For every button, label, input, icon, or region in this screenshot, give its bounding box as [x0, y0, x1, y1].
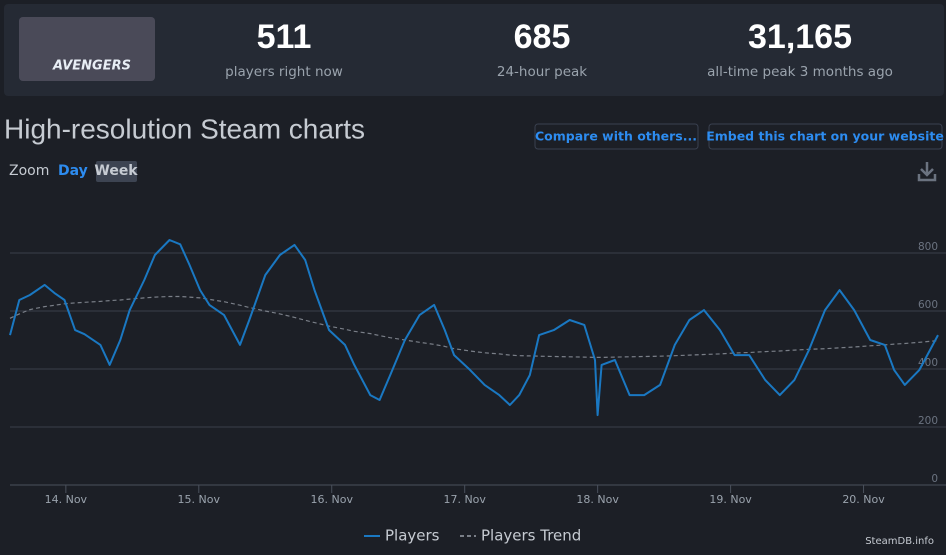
- stat-value: 31,165: [748, 18, 852, 56]
- game-logo: AVENGERS: [52, 59, 131, 74]
- zoom-week[interactable]: Week: [94, 163, 138, 179]
- x-tick-label: 14. Nov: [45, 493, 88, 506]
- trend-line: [9, 295, 939, 358]
- compare-button[interactable]: [534, 123, 699, 150]
- stat-label: players right now: [225, 64, 343, 80]
- y-tick-label: 800: [918, 241, 938, 253]
- x-tick-label: 19. Nov: [709, 493, 752, 506]
- download-arrow[interactable]: [920, 162, 934, 177]
- stat-value: 685: [514, 18, 571, 56]
- zoom-day[interactable]: Day: [58, 163, 88, 179]
- game-image-tint: [19, 17, 155, 81]
- x-tick-label: 18. Nov: [576, 493, 619, 506]
- stat-value: 511: [257, 18, 312, 56]
- y-tick-label: 400: [918, 357, 938, 369]
- x-tick-label: 17. Nov: [443, 493, 486, 506]
- download-tray[interactable]: [917, 174, 937, 182]
- stats-panel: [4, 4, 944, 96]
- y-tick-label: 200: [918, 415, 938, 427]
- x-tick-label: 16. Nov: [311, 493, 354, 506]
- credit: SteamDB.info: [865, 536, 934, 547]
- players-line: [9, 239, 939, 417]
- y-tick-label: 0: [931, 473, 938, 485]
- embed-button-label[interactable]: Embed this chart on your website: [706, 129, 944, 144]
- embed-button[interactable]: [708, 123, 943, 150]
- download-icon[interactable]: [917, 162, 937, 182]
- compare-button-label[interactable]: Compare with others...: [535, 129, 697, 144]
- zoom-week-bg[interactable]: [96, 161, 137, 182]
- legend-label: Players: [385, 527, 440, 545]
- x-tick-label: 15. Nov: [178, 493, 221, 506]
- zoom-label: Zoom: [9, 163, 49, 179]
- x-tick-label: 20. Nov: [842, 493, 885, 506]
- legend-label: Players Trend: [481, 527, 581, 545]
- stat-label: 24-hour peak: [497, 64, 587, 80]
- page-title: High-resolution Steam charts: [4, 113, 365, 144]
- stat-label: all-time peak 3 months ago: [707, 64, 893, 80]
- y-tick-label: 600: [918, 299, 938, 311]
